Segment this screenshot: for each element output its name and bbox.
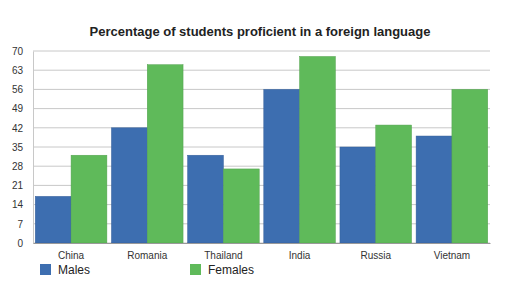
x-tick-label: Vietnam [434, 250, 471, 261]
y-tick-label: 56 [12, 84, 24, 95]
y-tick-label: 7 [17, 219, 23, 230]
bar [300, 56, 336, 243]
legend: Males Females [40, 263, 254, 277]
bars [35, 56, 487, 243]
x-axis-line [34, 243, 491, 244]
y-tick: 42 [12, 123, 33, 134]
x-tick: Vietnam [434, 243, 471, 261]
x-tick: China [58, 243, 85, 261]
y-tick: 35 [12, 142, 33, 153]
legend-item: Females [190, 263, 254, 277]
y-tick-label: 21 [12, 180, 24, 191]
series-0 [35, 89, 452, 243]
y-tick: 70 [12, 46, 33, 57]
y-axis: 0 7 14 21 28 35 42 49 56 63 70 [12, 46, 34, 249]
y-tick-label: 63 [12, 65, 24, 76]
legend-swatch [40, 264, 51, 275]
y-tick: 14 [12, 199, 33, 210]
x-tick: Russia [360, 243, 391, 261]
x-tick-label: Romania [127, 250, 167, 261]
y-tick-label: 70 [12, 46, 24, 57]
x-tick-label: China [58, 250, 85, 261]
bar [340, 147, 376, 243]
y-tick: 56 [12, 84, 33, 95]
bar [71, 155, 107, 243]
y-tick: 49 [12, 103, 33, 114]
x-tick: India [289, 243, 311, 261]
x-tick-label: India [289, 250, 311, 261]
grid-line [33, 89, 490, 90]
bar [188, 155, 224, 243]
legend-item: Males [40, 263, 90, 277]
legend-swatch [190, 264, 201, 275]
y-tick-label: 42 [12, 123, 24, 134]
grid-line [33, 127, 490, 128]
bar [452, 89, 488, 243]
bar [111, 128, 147, 243]
y-tick: 7 [17, 219, 33, 230]
y-tick-label: 35 [12, 142, 24, 153]
grid-line [33, 108, 490, 109]
legend-label: Males [58, 263, 90, 277]
title: Percentage of students proficient in a f… [90, 24, 431, 39]
x-tick: Thailand [204, 243, 242, 261]
bar [147, 65, 183, 243]
bar [416, 136, 452, 243]
x-tick-label: Russia [360, 250, 391, 261]
bar [264, 89, 300, 243]
bar [35, 196, 71, 243]
y-tick: 63 [12, 65, 33, 76]
x-tick: Romania [127, 243, 167, 261]
bar [376, 125, 412, 243]
y-tick-label: 14 [12, 199, 24, 210]
x-axis: China Romania Thailand India Russia Vietnam [34, 243, 491, 261]
y-axis-line [33, 52, 34, 244]
legend-label: Females [208, 263, 254, 277]
y-tick: 0 [17, 238, 33, 249]
bar [223, 169, 259, 243]
x-tick-label: Thailand [204, 250, 242, 261]
grid [33, 51, 490, 243]
grid-line [33, 51, 490, 52]
y-tick-label: 28 [12, 161, 24, 172]
chart: Percentage of students proficient in a f… [0, 0, 512, 302]
series-1 [71, 56, 488, 243]
y-tick: 28 [12, 161, 33, 172]
y-tick-label: 0 [17, 238, 23, 249]
y-tick: 21 [12, 180, 33, 191]
grid-line [33, 70, 490, 71]
y-tick-label: 49 [12, 103, 24, 114]
